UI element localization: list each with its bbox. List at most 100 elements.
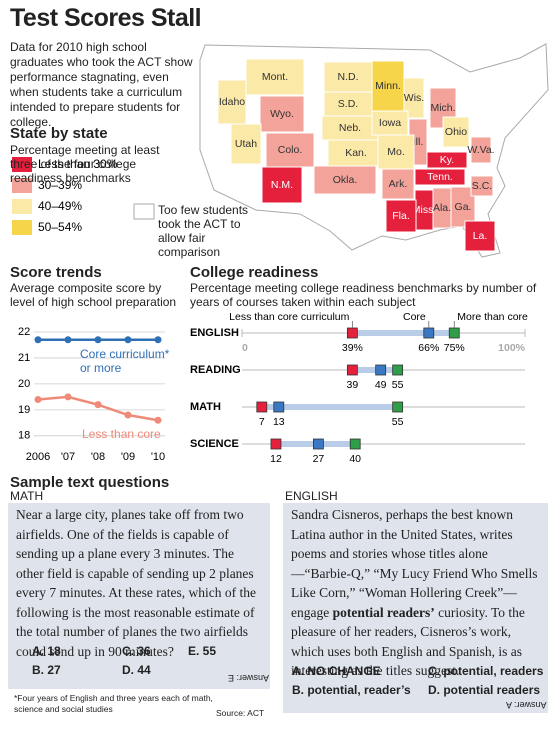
legend-swatch [12,178,32,193]
legend-label: 30–39% [38,178,82,192]
value-label: 39 [347,379,359,391]
choice: C. 36 [122,644,151,658]
choice: A. 18 [32,644,61,658]
y-tick-label: 21 [18,352,30,364]
legend-label: 50–54% [38,220,82,234]
text-bold: potential readers’ [332,604,435,620]
state [385,199,417,233]
y-tick-label: 20 [18,378,30,390]
choice: D. 44 [122,663,151,677]
value-label: 75% [444,342,465,354]
intro: Data for 2010 high school graduates who … [10,40,193,129]
state [323,91,373,117]
x-tick-label: '08 [91,451,105,463]
point [64,336,72,344]
state-label: Iowa [379,117,401,129]
row-label: ENGLISH [190,327,239,339]
point [124,411,132,419]
state-label: Mich. [430,102,455,114]
questions-heading: Sample text questions [10,474,170,491]
value-label: 13 [273,416,285,428]
math-question: Near a large city, planes take off from … [16,507,256,659]
legend-label: Less than 30% [38,157,118,171]
state-label: W.Va. [467,144,494,156]
state-label: Ala. [433,202,451,214]
state [259,95,305,133]
state-label: Idaho [219,96,245,108]
marker [349,438,361,450]
x-tick-label: '09 [121,451,135,463]
choice: E. 55 [188,644,217,658]
text: Sandra Cisneros, perhaps the best known … [291,507,538,620]
point [94,401,102,409]
value-label: 49 [375,379,387,391]
state-label: Wis. [404,92,424,104]
chart-subtitle: Average composite score by level of high… [10,281,177,309]
state-label: Miss. [412,204,437,216]
value-label: 55 [392,416,404,428]
state-label: Kan. [345,147,367,159]
y-tick-label: 22 [18,326,30,338]
state [470,175,494,197]
state [426,151,468,169]
marker [273,401,285,413]
state-label: Ky. [440,154,454,166]
state-label: Wyo. [270,108,294,120]
value-label: 27 [313,453,325,465]
marker [392,364,404,376]
marker [346,364,358,376]
point [34,395,42,403]
state-label: S.C. [472,180,492,192]
state-label: Colo. [278,144,303,156]
no-data-label: Too few students took the ACT to allow f… [158,203,249,259]
range-bar [261,404,398,410]
legend-swatch [12,199,32,214]
point [34,336,42,344]
point [94,336,102,344]
state-label: Okla. [333,174,358,186]
math-box [8,503,270,689]
point [154,416,162,424]
legend-label: Less than core curriculum [229,311,349,323]
map-heading: State by state [10,125,108,142]
source: Source: ACT [216,708,265,718]
answer: Answer: A [506,700,547,710]
title: Test Scores Stall [10,4,202,32]
series-label: Core curriculum* or more [80,347,170,375]
point [64,393,72,401]
marker [392,401,404,413]
legend-label: More than core [457,311,528,323]
x-tick-label: '07 [61,451,75,463]
choice: A. NO CHANGE [292,664,381,678]
state-label: Ark. [389,178,408,190]
x-tick-label: '10 [151,451,165,463]
state [470,136,492,164]
range-bar [352,367,398,373]
marker [346,327,358,339]
state [381,168,415,200]
legend-swatch [133,203,155,220]
map-subtitle: Percentage meeting at least three of the… [10,143,160,185]
state-label: Mont. [262,71,288,83]
state-label: N.D. [338,71,359,83]
choice: D. potential readers [428,683,541,697]
state [230,123,262,165]
series-label: Less than core [82,427,161,441]
state [450,186,476,228]
state-label: Neb. [339,122,361,134]
choice: B. 27 [32,663,61,677]
value-label: 7 [259,416,265,428]
state [377,134,415,170]
state-label: Fla. [392,210,410,222]
range-bar [352,330,455,336]
value-label: 66% [418,342,439,354]
value-label: 12 [270,453,282,465]
row-label: READING [190,364,241,376]
marker [270,438,282,450]
row-label: SCIENCE [190,438,239,450]
state [261,166,303,204]
answer: Answer: E [228,673,270,683]
legend-swatch [12,157,32,172]
